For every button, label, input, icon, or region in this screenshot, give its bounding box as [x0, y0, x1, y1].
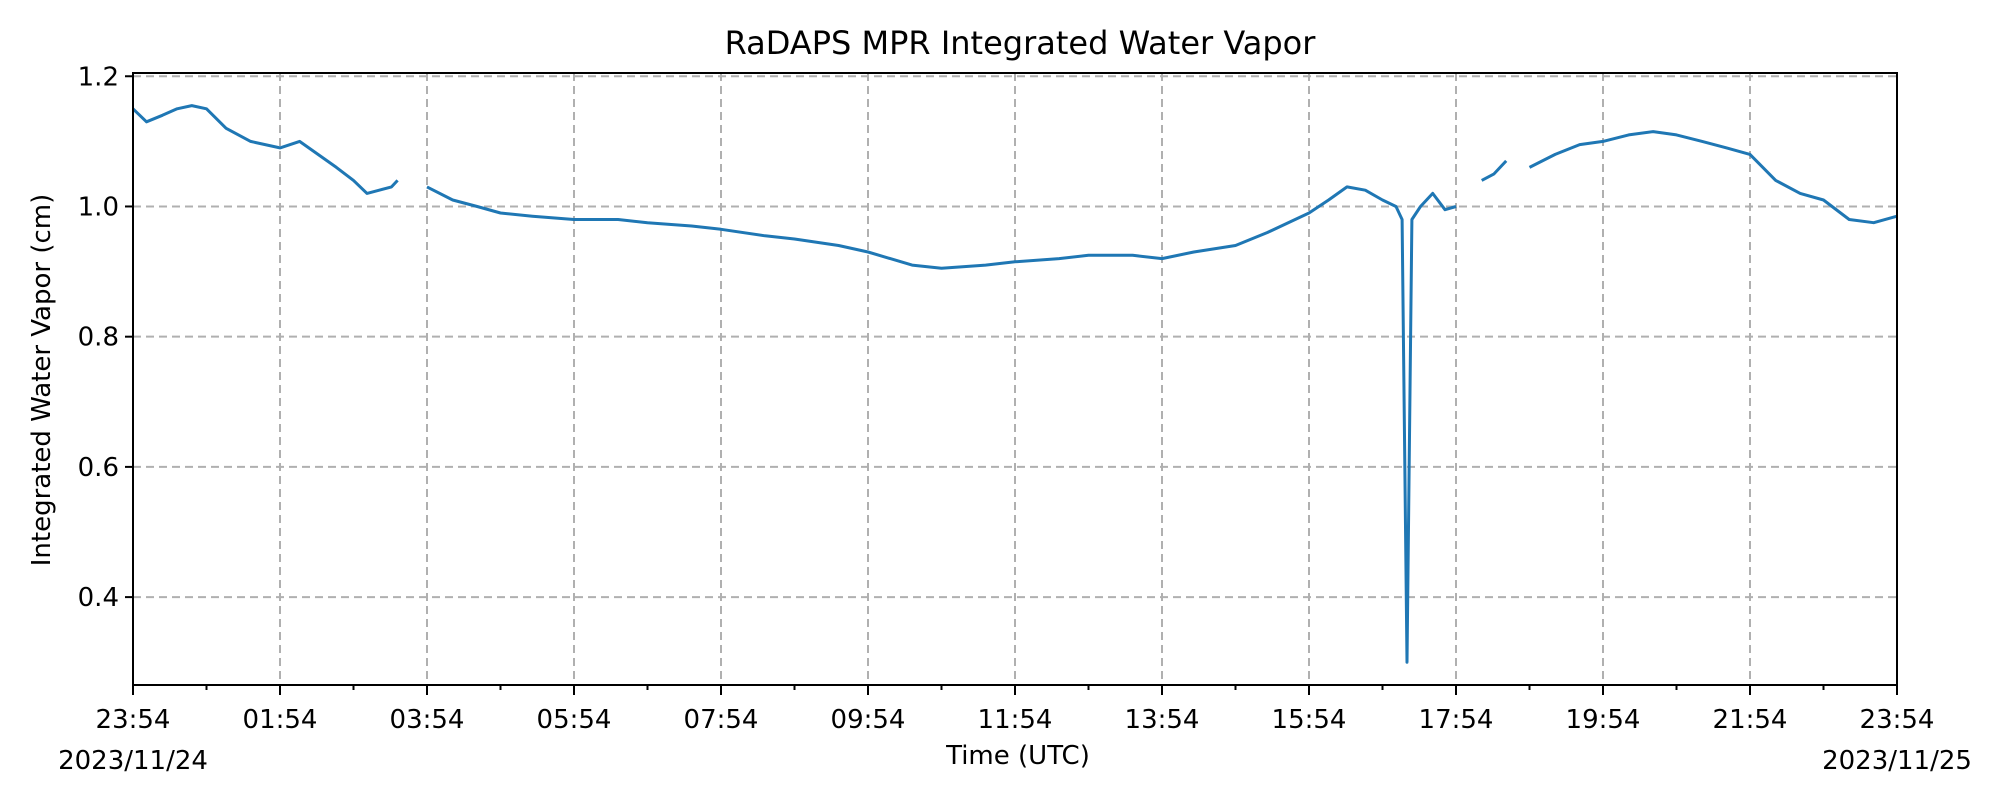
chart-title: RaDAPS MPR Integrated Water Vapor [725, 24, 1317, 62]
series-lines [131, 104, 1898, 664]
x-axis-label: Time (UTC) [945, 741, 1090, 771]
x-tick-label: 19:54 [1566, 705, 1641, 735]
data-series-line [1528, 130, 1898, 225]
data-series-line [131, 104, 399, 195]
axis-ticks [125, 75, 1898, 695]
x-tick-label: 23:54 [1860, 705, 1935, 735]
x-tick-label: 15:54 [1272, 705, 1347, 735]
data-series-line [1480, 159, 1508, 182]
x-tick-label: 11:54 [978, 705, 1053, 735]
x-tick-label: 17:54 [1419, 705, 1494, 735]
x-tick-label: 13:54 [1125, 705, 1200, 735]
x-tick-label: 21:54 [1713, 705, 1788, 735]
x-tick-label: 07:54 [684, 705, 759, 735]
y-axis-label: Integrated Water Vapor (cm) [27, 194, 57, 567]
x-tick-label: 09:54 [831, 705, 906, 735]
x-tick-date-label: 2023/11/24 [58, 746, 208, 776]
x-tick-label: 23:54 [96, 705, 171, 735]
x-tick-date-label: 2023/11/25 [1822, 746, 1972, 776]
y-tick-label: 0.8 [78, 323, 119, 353]
y-tick-label: 0.4 [78, 583, 119, 613]
y-tick-label: 1.0 [78, 192, 119, 222]
x-tick-label: 01:54 [243, 705, 318, 735]
x-tick-label: 05:54 [537, 705, 612, 735]
x-tick-label: 03:54 [390, 705, 465, 735]
y-tick-label: 0.6 [78, 453, 119, 483]
y-tick-label: 1.2 [78, 62, 119, 92]
data-series-line [426, 185, 1457, 664]
grid-lines [133, 73, 1897, 685]
